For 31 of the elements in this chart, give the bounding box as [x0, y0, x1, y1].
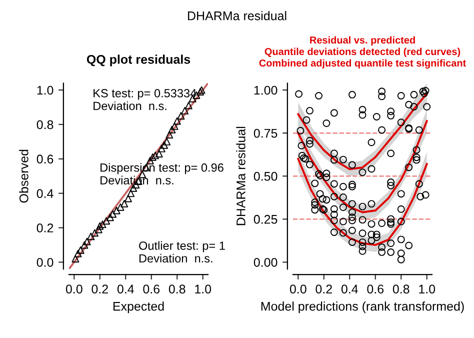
chart-title: Residual vs. predicted Quantile deviations detected (red curves) Combined adjusted quantile test significant: [259, 36, 466, 69]
annotation: Outlier test: p= 1 Deviation n.s.: [139, 241, 225, 263]
chart-subtitle: QQ plot residuals: [86, 54, 190, 66]
y-tick-label: 0.6: [36, 154, 54, 164]
y-tick-label: 0.50: [254, 172, 278, 181]
y-axis-title: DHARMa residual: [236, 126, 246, 226]
x-tick-label: 0.4: [117, 284, 134, 294]
x-tick-label: 0.8: [392, 284, 410, 294]
x-tick-label: 0.6: [143, 284, 160, 294]
text: DHARMa residual: [188, 11, 286, 20]
x-tick-label: 1.0: [195, 284, 212, 294]
x-tick-label: 0.8: [168, 284, 186, 294]
x-tick-label: 0.4: [341, 284, 358, 294]
x-tick-label: 0.0: [66, 284, 82, 294]
y-tick-label: 1.0: [37, 86, 54, 95]
x-tick-label: 0.2: [92, 284, 108, 294]
y-tick-label: 0.2: [36, 224, 54, 232]
y-tick-label: 0.00: [254, 258, 278, 267]
x-tick-label: 0.2: [316, 284, 332, 294]
x-tick-label: 0.6: [367, 284, 384, 294]
y-tick-label: 1.00: [254, 86, 278, 95]
y-tick-label: 0.75: [254, 128, 278, 138]
x-tick-label: 1.0: [419, 284, 436, 294]
y-tick-label: 0.8: [36, 120, 54, 130]
y-tick-label: 0.4: [36, 189, 54, 198]
x-tick-label: 0.0: [290, 284, 306, 294]
x-axis-title: Expected: [113, 302, 164, 314]
y-tick-label: 0.0: [36, 258, 54, 267]
y-axis-title: Observed: [19, 150, 28, 203]
x-axis-title: Model predictions (rank transformed): [261, 302, 464, 314]
y-tick-label: 0.25: [254, 214, 278, 224]
